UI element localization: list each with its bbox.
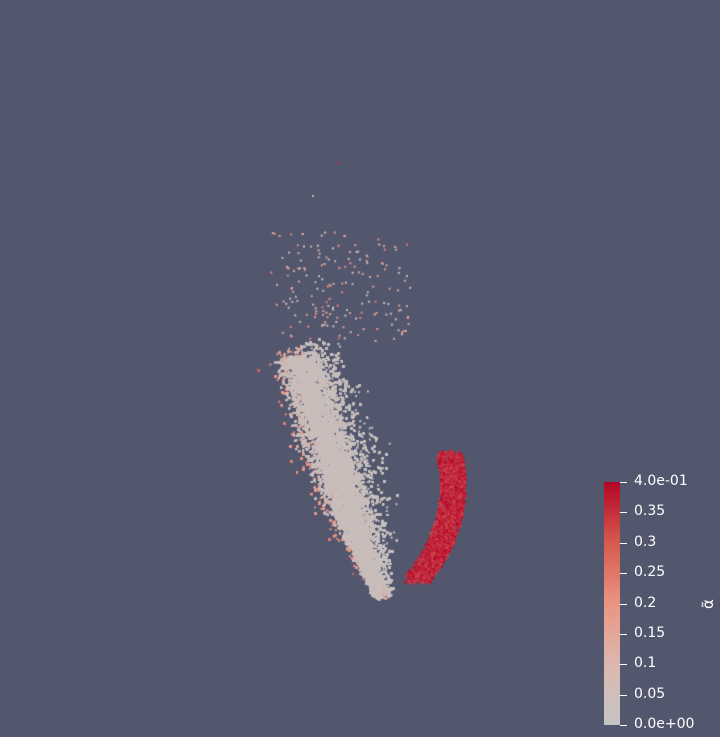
point-cloud[interactable] bbox=[0, 0, 720, 737]
render-viewport[interactable] bbox=[0, 0, 720, 737]
